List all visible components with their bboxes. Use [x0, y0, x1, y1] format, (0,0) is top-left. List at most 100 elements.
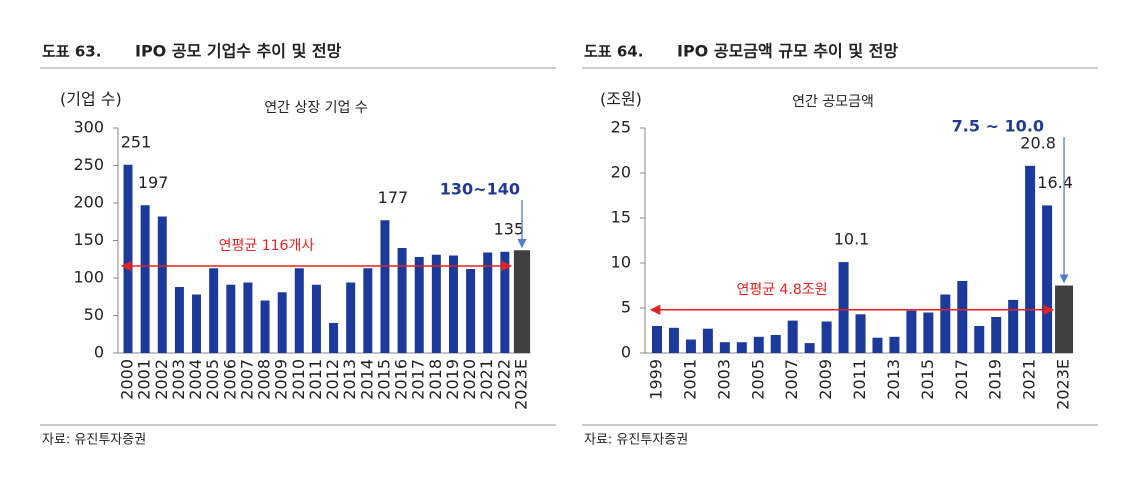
bar	[1025, 165, 1036, 353]
bar	[397, 248, 407, 353]
bar	[702, 328, 713, 353]
bar	[1042, 205, 1053, 353]
bar	[277, 292, 287, 353]
y-axis-label: (조원)	[600, 90, 642, 109]
x-tick-label: 2020	[460, 359, 479, 400]
y-tick-label: 150	[73, 230, 104, 249]
bar	[380, 220, 390, 353]
y-tick-label: 20	[611, 163, 631, 182]
bar	[311, 284, 321, 353]
bar	[906, 310, 917, 353]
chart-subtitle: 연간 상장 기업 수	[264, 100, 368, 116]
x-tick-label: 2008	[255, 359, 274, 400]
bar	[140, 205, 150, 353]
bar	[513, 250, 531, 353]
bar	[431, 254, 441, 353]
chart-subtitle: 연간 공모금액	[792, 94, 874, 110]
bar	[1055, 285, 1074, 353]
value-label: 20.8	[1020, 133, 1056, 152]
forecast-label: 7.5 ~ 10.0	[952, 117, 1044, 136]
x-tick-label: 2000	[118, 359, 137, 400]
x-tick-label: 2005	[203, 359, 222, 400]
bar	[500, 251, 510, 353]
bar	[923, 312, 934, 353]
x-tick-label: 2001	[680, 359, 699, 400]
x-tick-label: 2009	[816, 359, 835, 400]
source: 자료: 유진투자증권	[42, 433, 146, 448]
value-label: 10.1	[834, 230, 870, 249]
chart-title: IPO 공모금액 규모 추이 및 전망	[677, 42, 898, 61]
bar	[1008, 299, 1019, 353]
bar	[466, 269, 476, 353]
y-tick-label: 250	[73, 155, 104, 174]
value-label: 135	[494, 219, 525, 238]
x-tick-label: 2017	[952, 359, 971, 400]
y-tick-label: 0	[621, 343, 631, 362]
bar	[483, 252, 493, 353]
value-label: 16.4	[1037, 173, 1073, 192]
bar	[448, 255, 458, 353]
bar	[363, 268, 373, 353]
bar	[209, 268, 219, 353]
value-label: 197	[138, 173, 169, 192]
x-tick-label: 2018	[426, 359, 445, 400]
forecast-label: 130~140	[440, 180, 520, 199]
y-tick-label: 200	[73, 193, 104, 212]
x-tick-label: 2016	[392, 359, 411, 400]
x-tick-label: 2010	[289, 359, 308, 400]
bar	[770, 335, 781, 353]
average-label: 연평균 116개사	[219, 238, 315, 254]
average-label: 연평균 4.8조원	[736, 282, 827, 298]
bar	[838, 262, 849, 353]
y-tick-label: 300	[73, 118, 104, 137]
bar	[174, 287, 184, 353]
x-tick-label: 2015	[918, 359, 937, 400]
x-tick-label: 2023E	[511, 359, 530, 410]
x-tick-label: 2015	[374, 359, 393, 400]
x-tick-label: 2012	[323, 359, 342, 400]
bar	[889, 336, 900, 353]
bar	[192, 294, 202, 353]
x-tick-label: 2003	[169, 359, 188, 400]
x-tick-label: 2002	[152, 359, 171, 400]
y-tick-label: 50	[84, 305, 104, 324]
bar	[123, 164, 133, 353]
value-label: 251	[121, 132, 152, 151]
y-tick-label: 5	[621, 298, 631, 317]
bar	[685, 339, 696, 353]
x-tick-label: 2019	[986, 359, 1005, 400]
x-tick-label: 1999	[647, 359, 666, 400]
bar	[719, 342, 730, 353]
bar	[652, 326, 662, 353]
bar	[821, 321, 832, 353]
y-tick-label: 100	[73, 268, 104, 287]
bar	[243, 282, 253, 353]
y-axis-label: (기업 수)	[60, 90, 122, 109]
x-tick-label: 2013	[340, 359, 359, 400]
bar	[346, 282, 356, 353]
x-tick-label: 2007	[237, 359, 256, 400]
bar	[414, 257, 424, 353]
x-tick-label: 2021	[1020, 359, 1039, 400]
bar	[957, 281, 968, 353]
source: 자료: 유진투자증권	[584, 433, 688, 448]
x-tick-label: 2006	[220, 359, 239, 400]
x-tick-label: 2019	[443, 359, 462, 400]
chart-title: IPO 공모 기업수 추이 및 전망	[135, 42, 342, 61]
bar	[855, 314, 866, 353]
x-tick-label: 2013	[884, 359, 903, 400]
bar	[974, 326, 985, 353]
bar	[226, 284, 236, 353]
bar	[668, 327, 679, 353]
x-tick-label: 2005	[748, 359, 767, 400]
x-tick-label: 2009	[272, 359, 291, 400]
x-tick-label: 2021	[477, 359, 496, 400]
x-tick-label: 2023E	[1054, 359, 1073, 410]
bar	[940, 294, 951, 353]
bar	[294, 268, 304, 353]
x-tick-label: 2022	[494, 359, 513, 400]
x-tick-label: 2011	[850, 359, 869, 400]
bar	[787, 320, 798, 353]
bar	[991, 317, 1002, 353]
